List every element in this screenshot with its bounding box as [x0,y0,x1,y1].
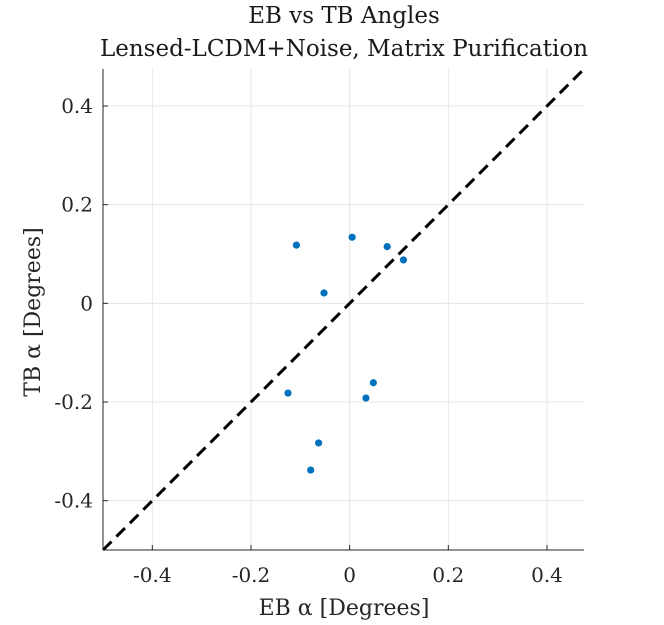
y-tick-label: -0.4 [54,489,93,513]
x-tick-label: -0.4 [133,563,172,587]
y-tick-label: 0 [80,291,93,315]
data-point [292,241,300,249]
chart-subtitle: Lensed-LCDM+Noise, Matrix Purification [100,36,588,62]
y-tick-label: -0.2 [54,390,93,414]
tick-labels: -0.4 -0.2 0 0.2 0.4 -0.4 -0.2 0 0.2 0.4 [54,94,562,587]
reference-line [101,67,586,552]
y-tick-label: 0.2 [61,193,93,217]
data-point [383,243,391,251]
grid [103,69,584,550]
axes [102,69,584,551]
data-point [369,379,377,387]
x-tick-label: -0.2 [232,563,271,587]
data-point [348,233,356,241]
y-axis-label: TB α [Degrees] [21,227,46,396]
data-point [284,389,292,397]
data-point [314,439,323,447]
data-point [307,466,315,474]
data-point [362,394,370,402]
x-tick-label: 0 [343,563,356,587]
x-axis-label: EB α [Degrees] [259,596,430,621]
data-points [284,233,408,474]
data-point [399,256,408,264]
y-tick-label: 0.4 [61,94,93,118]
reference-line-layer [101,67,586,552]
x-tick-label: 0.4 [531,563,563,587]
x-tick-label: 0.2 [432,563,464,587]
data-point [320,289,328,297]
chart-title: EB vs TB Angles [248,3,440,29]
